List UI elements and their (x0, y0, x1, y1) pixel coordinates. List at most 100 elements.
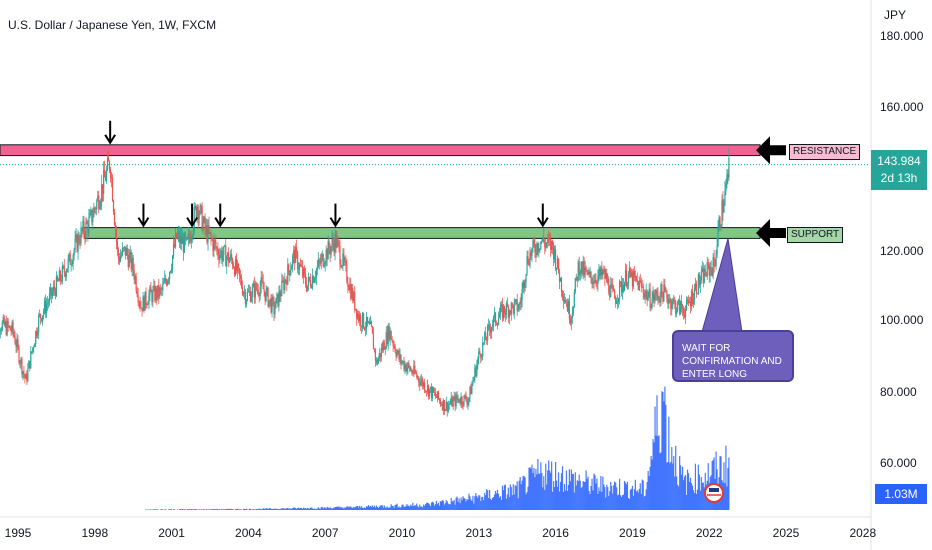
y-axis[interactable]: 60.000 80.000 100.000 120.000 160.000 180.000 (870, 0, 924, 550)
candle-body (366, 316, 369, 324)
volume-bar (695, 493, 697, 510)
candle-body (221, 250, 223, 261)
candle-body (95, 208, 97, 210)
candle-body (77, 235, 79, 252)
volume-bar (522, 475, 524, 510)
candle-body (94, 207, 96, 209)
us-flag-canton (709, 488, 719, 492)
volume-bar (495, 493, 498, 510)
candle-body (710, 266, 712, 270)
candle-body (634, 276, 636, 277)
volume-bar (297, 508, 299, 510)
candle-body (692, 299, 695, 305)
candle-body (2, 317, 4, 323)
candle-body (540, 241, 542, 249)
candle-body (725, 183, 727, 191)
volume-bar (287, 507, 289, 510)
candle-body (88, 217, 90, 233)
volume-bar (474, 496, 476, 510)
candle-body (9, 326, 11, 331)
candle-body (552, 240, 554, 247)
volume-bar (306, 507, 309, 510)
volume-bar (161, 509, 163, 510)
volume-bar (688, 481, 691, 510)
volume-bar (525, 494, 527, 510)
candle-body (576, 276, 578, 281)
candle-body (426, 391, 428, 392)
resistance-label[interactable]: RESISTANCE (789, 144, 861, 160)
candle-body (336, 239, 338, 248)
volume-bar (587, 476, 589, 510)
candle-body (283, 281, 285, 290)
candle-body (506, 303, 508, 307)
support-label[interactable]: SUPPORT (787, 227, 844, 243)
candle-body (590, 272, 592, 278)
candle-body (392, 341, 394, 346)
candle-body (681, 301, 683, 309)
candle-body (466, 400, 468, 405)
candle-body (528, 263, 530, 266)
candle-body (385, 332, 387, 349)
volume-bar (253, 509, 255, 510)
volume-bar (246, 509, 249, 510)
volume-bar (341, 507, 343, 510)
candle-body (585, 267, 587, 271)
y-tick-label: 100.000 (880, 313, 924, 327)
trade-note-callout[interactable]: WAIT FOR CONFIRMATION AND ENTER LONG (672, 330, 794, 382)
candle-body (367, 322, 370, 324)
candle-body (342, 253, 344, 267)
volume-bar (210, 509, 212, 510)
candle-body (606, 273, 608, 283)
volume-bar (379, 505, 381, 510)
candle-body (8, 326, 10, 327)
candle-body (104, 169, 106, 178)
volume-bar (155, 509, 157, 510)
volume-bar (328, 508, 330, 510)
candle-body (140, 307, 142, 308)
candle-body (661, 284, 663, 293)
volume-bar (691, 485, 694, 510)
volume-bar (692, 490, 695, 510)
candle-body (700, 271, 702, 281)
volume-bar (496, 489, 499, 510)
overlays-layer (104, 120, 786, 503)
candle-body (653, 292, 655, 301)
candle-body (161, 288, 163, 291)
candle-body (533, 239, 535, 245)
candle-body (237, 263, 240, 269)
candle-body (421, 378, 423, 382)
candle-body (675, 301, 677, 314)
volume-bar (466, 499, 468, 510)
volume-bar (364, 508, 367, 510)
candle-body (63, 266, 65, 273)
candle-body (42, 315, 44, 322)
volume-bar (635, 491, 637, 510)
candle-body (57, 280, 59, 282)
candle-body (709, 266, 711, 276)
volume-bar (451, 501, 453, 510)
volume-bar (261, 509, 263, 510)
candle-body (207, 225, 209, 243)
volume-bar (180, 509, 183, 510)
candle-body (239, 275, 242, 279)
volume-bar (542, 487, 544, 510)
candle-body (582, 261, 584, 274)
volume-bar (402, 504, 404, 510)
candle-body (501, 304, 504, 319)
volume-bar (486, 489, 488, 510)
candle-body (23, 371, 25, 375)
volume-bar (301, 508, 304, 510)
volume-bar (277, 509, 279, 510)
volume-bar (368, 506, 371, 510)
volume-bar (219, 509, 221, 510)
candle-body (84, 233, 86, 238)
candle-body (451, 397, 453, 407)
candle-body (570, 318, 572, 323)
candle-body (630, 272, 633, 277)
x-axis[interactable]: 1995 1998 2001 2004 2007 2010 2013 2016 2019 2022… (0, 516, 876, 540)
candle-body (555, 267, 558, 269)
volume-bar (613, 485, 615, 510)
candle-body (370, 321, 373, 327)
candle-body (416, 373, 418, 378)
